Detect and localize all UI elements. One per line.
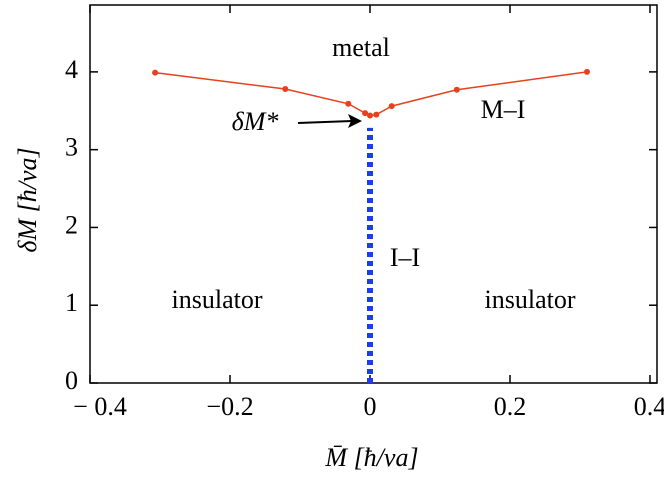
annotation: δM*: [232, 107, 279, 136]
point: [373, 111, 380, 118]
point: [584, 68, 590, 75]
y-tick-label: 1: [65, 288, 78, 317]
point: [388, 103, 395, 110]
annotation: insulator: [172, 285, 263, 314]
series-label: M–I: [481, 95, 526, 124]
x-tick-label: 0.4: [634, 392, 664, 421]
plot-frame: [89, 4, 658, 384]
y-tick-label: 4: [65, 55, 78, 84]
point: [367, 112, 373, 119]
x-axis-label: M̄ [ħ/va]: [324, 443, 418, 472]
x-tick-label: 0: [364, 392, 377, 421]
y-tick-label: 0: [65, 366, 78, 395]
series-label: I–I: [390, 243, 420, 272]
point: [453, 86, 460, 93]
y-tick-label: 3: [65, 133, 78, 162]
annotation-arrowhead: [348, 114, 362, 128]
y-tick-label: 2: [65, 210, 78, 239]
point: [152, 69, 159, 76]
point: [362, 110, 369, 117]
y-axis-label: δM [ħ/va]: [13, 147, 42, 252]
x-tick-label: − 0.4: [73, 392, 127, 421]
x-tick-label: −0.2: [206, 392, 253, 421]
point: [345, 100, 352, 107]
x-tick-label: 0.2: [494, 392, 527, 421]
annotation: metal: [332, 33, 390, 62]
annotation-arrow: [297, 120, 353, 124]
annotation: insulator: [485, 285, 576, 314]
point: [282, 86, 289, 92]
